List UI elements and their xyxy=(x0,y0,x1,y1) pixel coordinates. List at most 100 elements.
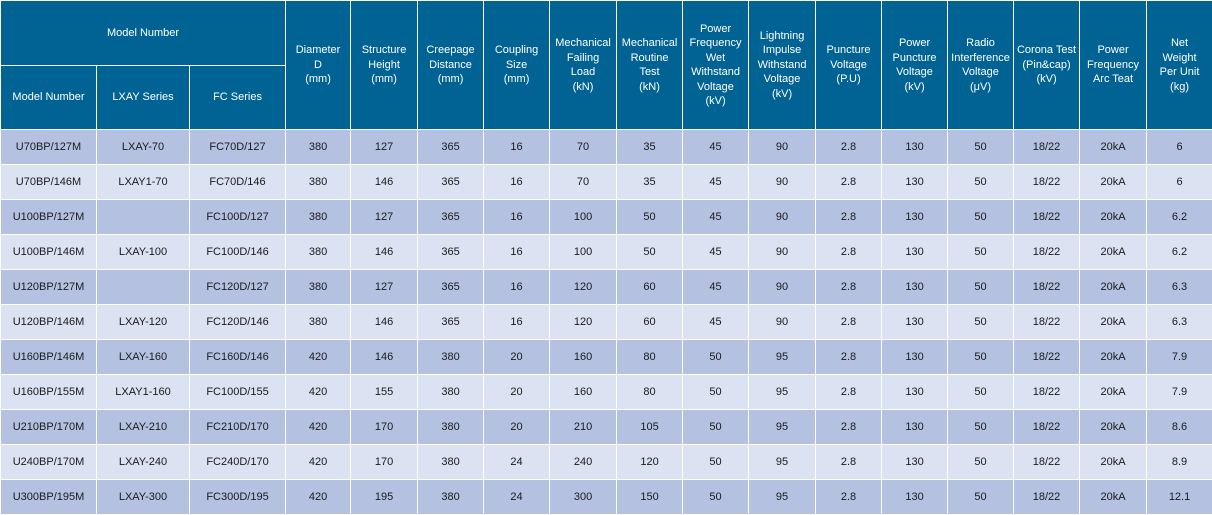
table-cell: 50 xyxy=(947,304,1015,340)
column-header: Radio Interference Voltage (μV) xyxy=(947,0,1015,130)
table-cell: 24 xyxy=(483,444,551,480)
table-cell: 420 xyxy=(285,374,352,410)
table-cell: 70 xyxy=(549,129,618,165)
table-cell: U160BP/146M xyxy=(0,339,97,375)
table-row: U210BP/170M LXAY-210 FC210D/170 420 170 380 20… xyxy=(0,409,1212,445)
column-header-line: Voltage xyxy=(763,73,801,86)
table-cell: 18/22 xyxy=(1013,234,1081,270)
table-cell: 50 xyxy=(682,374,750,410)
table-cell: 380 xyxy=(417,339,485,375)
table-cell: 130 xyxy=(881,129,949,165)
table-cell: 365 xyxy=(417,199,485,235)
column-header: Corona Test (Pin&cap) (kV) xyxy=(1013,0,1081,130)
table-cell: U300BP/195M xyxy=(0,479,97,515)
table-cell: 160 xyxy=(549,339,618,375)
table-cell xyxy=(96,199,190,235)
table-cell: 95 xyxy=(748,409,817,445)
table-cell: 130 xyxy=(881,164,949,200)
table-cell: 20 xyxy=(483,339,551,375)
column-header-line: D xyxy=(314,58,322,71)
table-cell: 380 xyxy=(417,479,485,515)
table-cell: 50 xyxy=(947,199,1015,235)
table-cell: 120 xyxy=(549,304,618,340)
table-cell: 6.2 xyxy=(1146,199,1212,235)
table-cell: 2.8 xyxy=(815,374,883,410)
table-cell: LXAY-240 xyxy=(96,444,190,480)
table-cell: LXAY1-70 xyxy=(96,164,190,200)
table-cell: 20kA xyxy=(1079,269,1148,305)
table-cell: 146 xyxy=(350,304,419,340)
table-cell: 130 xyxy=(881,409,949,445)
table-cell: 120 xyxy=(616,444,684,480)
table-cell: 45 xyxy=(682,129,750,165)
table-cell: 20kA xyxy=(1079,129,1148,165)
table-row: U240BP/170M LXAY-240 FC240D/170 420 170 380 24… xyxy=(0,444,1212,480)
table-row: U70BP/127M LXAY-70 FC70D/127 380 127 365 16 70 3… xyxy=(0,129,1212,165)
table-row: U100BP/127M FC100D/127 380 127 365 16 100 50 45 9… xyxy=(0,199,1212,235)
model-number-header: Model Number xyxy=(0,65,97,130)
table-cell: 50 xyxy=(616,199,684,235)
column-header-line: Power xyxy=(699,22,732,35)
table-cell: 300 xyxy=(549,479,618,515)
column-header-line: (kV) xyxy=(904,80,925,93)
table-cell: 50 xyxy=(616,234,684,270)
table-cell: U120BP/146M xyxy=(0,304,97,340)
table-cell: 90 xyxy=(748,129,817,165)
table-cell: LXAY1-160 xyxy=(96,374,190,410)
table-cell: 127 xyxy=(350,269,419,305)
column-header-line: (μV) xyxy=(970,80,992,93)
table-cell: 50 xyxy=(682,444,750,480)
column-header-line: Height xyxy=(368,58,400,71)
table-cell: 6 xyxy=(1146,129,1212,165)
table-cell: 45 xyxy=(682,269,750,305)
column-header-line: (mm) xyxy=(305,73,331,86)
table-cell: 6.3 xyxy=(1146,269,1212,305)
column-header: Power Frequency Arc Teat xyxy=(1079,0,1148,130)
table-cell: 365 xyxy=(417,164,485,200)
column-header: Power Frequency Wet Withstand Voltage (kV) xyxy=(682,0,750,130)
table-cell: 50 xyxy=(947,444,1015,480)
table-cell: U120BP/127M xyxy=(0,269,97,305)
column-header-line: Corona Test xyxy=(1016,44,1077,57)
table-cell: 380 xyxy=(417,409,485,445)
table-cell: U210BP/170M xyxy=(0,409,97,445)
fc-series-header: FC Series xyxy=(188,65,287,130)
column-header: Net Weight Per Unit (kg) xyxy=(1146,0,1212,130)
table-cell: 16 xyxy=(483,199,551,235)
column-header: Structure Height (mm) xyxy=(350,0,419,130)
table-cell: 195 xyxy=(350,479,419,515)
table-cell: 160 xyxy=(549,374,618,410)
table-cell: 420 xyxy=(285,409,352,445)
table-cell: 130 xyxy=(881,479,949,515)
table-cell: 2.8 xyxy=(815,339,883,375)
table-cell: LXAY-100 xyxy=(96,234,190,270)
table-cell: 95 xyxy=(748,339,817,375)
table-cell: 365 xyxy=(417,304,485,340)
column-header-line: (mm) xyxy=(371,73,397,86)
table-cell: 130 xyxy=(881,374,949,410)
table-cell: 45 xyxy=(682,304,750,340)
table-cell: 90 xyxy=(748,234,817,270)
table-cell: 380 xyxy=(285,304,352,340)
column-header-line: Puncture xyxy=(892,51,937,64)
column-header-line: (Pin&cap) xyxy=(1022,58,1071,71)
table-cell: 2.8 xyxy=(815,304,883,340)
table-cell: 16 xyxy=(483,129,551,165)
table-cell: 2.8 xyxy=(815,479,883,515)
table-cell: 24 xyxy=(483,479,551,515)
table-cell: 146 xyxy=(350,164,419,200)
column-header-line: Load xyxy=(570,66,596,78)
table-cell: 18/22 xyxy=(1013,199,1081,235)
column-header-line: Per Unit xyxy=(1159,66,1200,78)
column-header-line: (kg) xyxy=(1170,80,1189,93)
table-cell: 50 xyxy=(947,409,1015,445)
table-cell: 95 xyxy=(748,444,817,480)
table-cell: 90 xyxy=(748,304,817,340)
table-cell: 2.8 xyxy=(815,409,883,445)
table-cell: 6.3 xyxy=(1146,304,1212,340)
table-cell: 155 xyxy=(350,374,419,410)
table-cell: 16 xyxy=(483,269,551,305)
table-cell: 146 xyxy=(350,339,419,375)
table-cell: 18/22 xyxy=(1013,304,1081,340)
